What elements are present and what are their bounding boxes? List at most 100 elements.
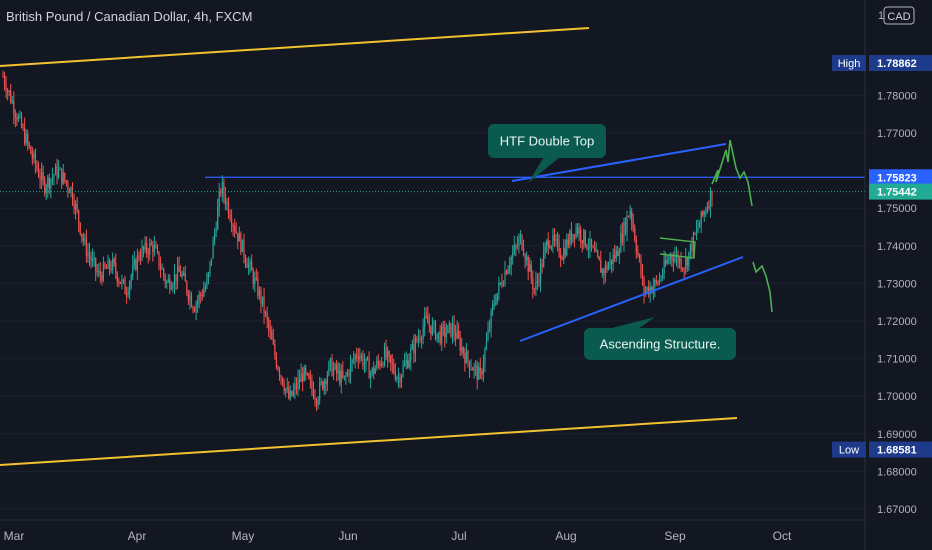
candle-body — [454, 333, 457, 339]
candle-body — [79, 222, 81, 234]
annotation-ascending-structure[interactable]: Ascending Structure. — [584, 317, 736, 360]
candle-body — [391, 361, 393, 365]
candle-body — [24, 127, 26, 144]
candle-body — [144, 242, 146, 250]
candle-body — [159, 266, 162, 270]
candle-body — [437, 331, 440, 334]
candle-body — [183, 273, 185, 275]
candle-body — [314, 397, 316, 400]
low-tag-bg — [832, 441, 866, 458]
candle-body — [14, 114, 16, 118]
candle-body — [47, 177, 49, 188]
candle-body — [399, 377, 401, 383]
candle-body — [51, 176, 54, 179]
candle-body — [686, 258, 688, 266]
symbol-title[interactable]: British Pound / Canadian Dollar, 4h, FXC… — [6, 9, 253, 24]
candle-body — [360, 355, 362, 357]
candle-body — [303, 367, 305, 382]
candle-body — [76, 203, 78, 211]
candle-body — [20, 115, 23, 127]
candle-body — [81, 233, 83, 237]
candle-body — [507, 268, 509, 274]
candle-body — [48, 177, 50, 188]
candle-body — [74, 203, 77, 210]
candle-body — [377, 361, 379, 363]
candle-body — [147, 252, 149, 255]
candle-body — [291, 391, 293, 396]
candle-body — [19, 115, 21, 117]
time-tick-label: May — [232, 529, 255, 543]
candle-body — [524, 255, 526, 261]
candle-body — [322, 381, 324, 390]
candle-body — [400, 375, 403, 383]
upper-trend-line[interactable] — [511, 143, 727, 182]
candle-body — [617, 250, 619, 256]
candle-body — [180, 271, 182, 277]
candle-body — [5, 85, 7, 93]
candle-body — [201, 295, 203, 297]
candle-body — [110, 268, 112, 270]
candle-body — [84, 239, 86, 241]
candle-body — [195, 303, 197, 312]
candle-body — [651, 287, 653, 293]
candle-body — [558, 241, 560, 256]
candle-body — [610, 259, 613, 265]
candle-body — [498, 282, 500, 294]
upper-channel-line[interactable] — [0, 27, 590, 67]
candle-body — [481, 370, 483, 375]
candle-body — [478, 367, 480, 380]
candle-body — [356, 355, 358, 357]
candle-body — [178, 265, 180, 272]
high-value-bg — [869, 55, 932, 71]
candle-body — [563, 248, 565, 260]
candle-body — [413, 344, 415, 354]
time-tick-label: Sep — [664, 529, 686, 543]
candles — [2, 70, 713, 412]
candle-body — [207, 272, 210, 280]
candle-body — [78, 210, 80, 223]
candle-body — [485, 340, 488, 350]
candle-body — [526, 256, 528, 261]
candle-body — [27, 134, 29, 144]
candle-body — [45, 187, 47, 193]
callout-box — [584, 328, 736, 360]
price-axis[interactable]: 1.7CAD1.780001.770001.750001.740001.7300… — [832, 0, 932, 550]
lower-trend-line[interactable] — [519, 256, 744, 342]
candle-body — [461, 347, 463, 351]
candle-body — [553, 235, 556, 241]
candle-body — [600, 260, 602, 273]
candle-body — [699, 224, 701, 228]
annotation-double-top[interactable]: HTF Double Top — [488, 124, 606, 183]
low-value-label: 1.68581 — [877, 445, 917, 457]
candle-body — [621, 232, 624, 243]
time-tick-label: Apr — [128, 529, 147, 543]
candle-body — [58, 169, 60, 177]
candle-body — [146, 242, 148, 253]
candle-body — [133, 259, 135, 265]
candle-body — [90, 256, 92, 261]
candle-body — [487, 329, 489, 341]
candle-body — [476, 365, 478, 380]
candle-body — [567, 239, 569, 246]
lower-channel-line[interactable] — [0, 417, 738, 466]
candle-body — [445, 333, 447, 338]
candle-body — [257, 278, 259, 297]
candle-body — [136, 254, 138, 271]
candle-body — [99, 271, 101, 276]
time-axis[interactable]: Mar Apr May Jun Jul Aug Sep Oct — [0, 519, 865, 543]
time-tick-label: Jun — [338, 529, 357, 543]
candle-body — [570, 231, 573, 242]
candle-body — [294, 384, 296, 390]
candle-body — [130, 275, 132, 283]
candle-body — [649, 287, 651, 295]
currency-badge[interactable]: CAD — [883, 6, 915, 25]
candle-body — [116, 273, 118, 282]
candle-body — [351, 359, 353, 363]
candle-body — [637, 251, 639, 255]
price-tick-label: 1.78000 — [877, 90, 917, 102]
candle-body — [521, 235, 523, 249]
candle-body — [172, 285, 174, 288]
candle-body — [601, 269, 603, 273]
candle-body — [442, 326, 444, 328]
